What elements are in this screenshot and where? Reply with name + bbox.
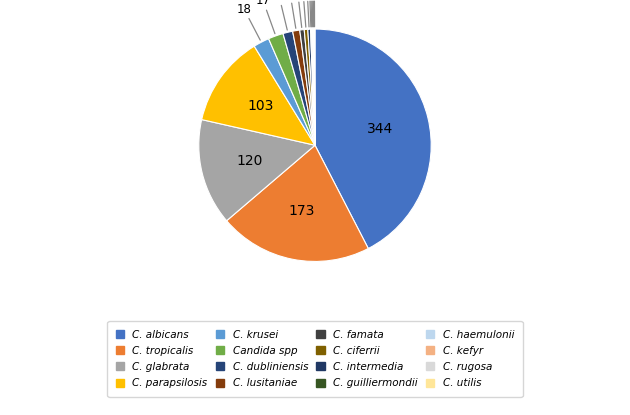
Text: 1: 1 xyxy=(308,0,316,27)
Text: 4: 4 xyxy=(299,0,307,27)
Wedge shape xyxy=(199,120,315,221)
Text: 1: 1 xyxy=(311,0,318,27)
Wedge shape xyxy=(283,31,315,145)
Wedge shape xyxy=(268,34,315,145)
Wedge shape xyxy=(314,29,315,145)
Text: 120: 120 xyxy=(236,154,263,168)
Text: 17: 17 xyxy=(256,0,275,34)
Wedge shape xyxy=(300,29,315,145)
Text: 173: 173 xyxy=(289,204,315,218)
Text: 3: 3 xyxy=(304,0,311,27)
Wedge shape xyxy=(308,29,315,145)
Text: 1: 1 xyxy=(307,0,314,27)
Wedge shape xyxy=(311,29,315,145)
Text: 1: 1 xyxy=(306,0,313,27)
Wedge shape xyxy=(315,29,431,249)
Wedge shape xyxy=(311,29,315,145)
Text: 1: 1 xyxy=(309,0,317,27)
Wedge shape xyxy=(255,39,315,145)
Wedge shape xyxy=(202,46,315,145)
Legend: C. albicans, C. tropicalis, C. glabrata, C. parapsilosis, C. krusei, Candida spp: C. albicans, C. tropicalis, C. glabrata,… xyxy=(108,321,522,397)
Wedge shape xyxy=(227,145,369,261)
Wedge shape xyxy=(312,29,315,145)
Text: 344: 344 xyxy=(367,122,394,137)
Text: 103: 103 xyxy=(247,99,273,113)
Text: 11: 11 xyxy=(272,0,287,30)
Wedge shape xyxy=(313,29,315,145)
Wedge shape xyxy=(292,30,315,145)
Wedge shape xyxy=(304,29,315,145)
Text: 8: 8 xyxy=(287,0,296,28)
Text: 18: 18 xyxy=(237,3,260,40)
Text: 5: 5 xyxy=(294,0,302,27)
